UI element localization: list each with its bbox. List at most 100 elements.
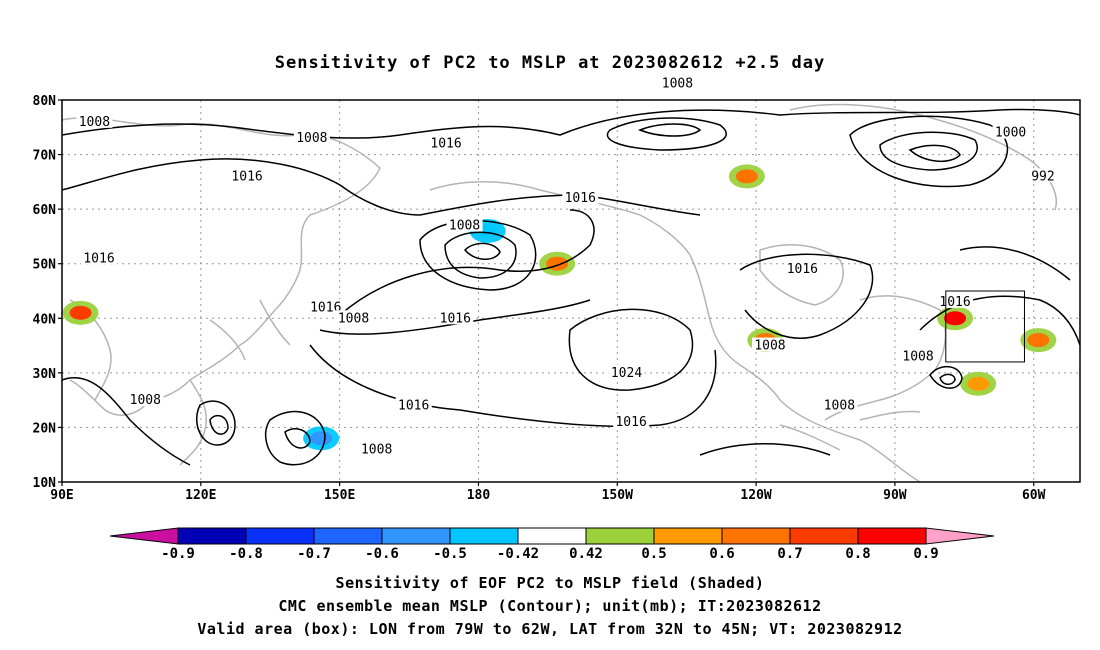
contour-label-bg	[335, 310, 372, 325]
lon-tick-label: 180	[467, 488, 491, 503]
contour-label-bg	[127, 392, 164, 407]
colorbar-label: -0.8	[229, 546, 263, 562]
caption-line-3: Valid area (box): LON from 79W to 62W, L…	[197, 620, 902, 638]
colorbar-label: 0.9	[913, 546, 938, 562]
colorbar-cell	[313, 527, 383, 545]
contour-label: 1008	[338, 311, 369, 326]
low-greenland-inner	[908, 144, 961, 162]
low-atlantic-tc	[929, 366, 963, 389]
lon-tick-label: 120W	[740, 488, 771, 503]
contour-label: 1016	[398, 399, 429, 414]
contour-label-bg	[437, 310, 474, 325]
contour-label: 1008	[449, 219, 480, 234]
low-wpac-1	[195, 400, 236, 446]
colorbar-label: 0.5	[641, 546, 666, 562]
colorbar-max-arrow	[925, 527, 995, 545]
lat-tick-label: 20N	[33, 421, 57, 436]
contour-1008-tropics	[61, 377, 831, 466]
longitude-tick-labels: 90E 120E 150E 180 150W 120W 90W 60W	[50, 482, 1046, 503]
colorbar-cell	[585, 527, 655, 545]
lat-tick-label: 70N	[33, 149, 57, 164]
contour-label-bg	[293, 130, 330, 145]
sensitivity-patch-core	[967, 376, 990, 391]
contour-label: 1008	[296, 131, 327, 146]
colorbar-cell	[721, 527, 791, 545]
colorbar-cell	[449, 527, 519, 545]
contour-label: 1008	[361, 442, 392, 457]
figure-title: Sensitivity of PC2 to MSLP at 2023082612…	[275, 53, 826, 73]
contour-label-bg	[428, 135, 465, 150]
lon-tick-label: 60W	[1022, 488, 1046, 503]
low-aleutian-mid	[444, 231, 517, 279]
caption-line-2: CMC ensemble mean MSLP (Contour); unit(m…	[278, 597, 821, 615]
valid-area-box	[945, 290, 1025, 363]
low-wpac-1-inner	[209, 414, 229, 435]
contour-label: 1008	[754, 339, 785, 354]
colorbar-cell	[177, 527, 247, 545]
colorbar-cell	[653, 527, 723, 545]
contour-label: 1016	[310, 300, 341, 315]
colorbar-label: -0.5	[433, 546, 467, 562]
colorbar-label: 0.6	[709, 546, 734, 562]
contour-label-bg	[395, 397, 432, 412]
colorbar-label: -0.6	[365, 546, 399, 562]
contour-label: 1016	[83, 251, 114, 266]
contour-label: 1008	[902, 349, 933, 364]
colorbar-min-arrow	[109, 527, 179, 545]
sensitivity-patch-core	[69, 305, 92, 320]
low-greenland-mid	[879, 131, 978, 171]
lat-tick-label: 80N	[33, 94, 57, 109]
lat-tick-label: 30N	[33, 367, 57, 382]
colorbar-label: 0.7	[777, 546, 802, 562]
contour-label-bg	[1028, 168, 1057, 183]
contour-label: 1016	[787, 262, 818, 277]
contour-label-bg	[446, 217, 483, 232]
caribbean-coastline	[779, 410, 921, 451]
contour-1016-south	[309, 344, 717, 428]
low-pacific-north-inner	[637, 123, 702, 137]
contour-label: 1008	[824, 399, 855, 414]
sensitivity-patch-core	[310, 431, 333, 446]
lat-tick-label: 40N	[33, 312, 57, 327]
lon-tick-label: 90E	[50, 488, 73, 503]
colorbar-label: 0.8	[845, 546, 870, 562]
contour-label-bg	[608, 364, 645, 379]
caption-line-1: Sensitivity of EOF PC2 to MSLP field (Sh…	[336, 574, 765, 592]
contour-label: 1016	[231, 169, 262, 184]
contour-label: 1016	[440, 311, 471, 326]
contour-label: 1016	[939, 295, 970, 310]
contour-north	[61, 108, 1081, 139]
colorbar-cell	[517, 527, 587, 545]
sensitivity-patch-core	[944, 311, 967, 326]
lon-tick-label: 120E	[185, 488, 216, 503]
lat-tick-label: 60N	[33, 203, 57, 218]
contour-labels: 1008100810161008101610009921008101610161…	[76, 75, 1057, 457]
map-background	[62, 100, 1080, 482]
contour-label: 1024	[611, 366, 642, 381]
contour-label-bg	[821, 397, 858, 412]
contour-label: 1016	[430, 137, 461, 152]
colorbar-label: -0.7	[297, 546, 331, 562]
contour-label-bg	[900, 348, 937, 363]
contour-1016-subtrop	[319, 299, 591, 335]
map-plot-area: 1008100810161008101610009921008101610161…	[61, 75, 1081, 483]
north-america-west-coastline	[689, 254, 921, 483]
lon-tick-label: 150E	[324, 488, 355, 503]
low-wpac-2-inner	[284, 428, 311, 449]
contour-label: 992	[1031, 169, 1054, 184]
lon-tick-label: 90W	[883, 488, 907, 503]
contour-1016-pacific	[339, 209, 595, 316]
lat-tick-label: 10N	[33, 476, 57, 491]
colorbar-cell	[245, 527, 315, 545]
contour-label-bg	[992, 124, 1029, 139]
map-frame	[61, 99, 1081, 483]
contour-label: 1016	[565, 191, 596, 206]
contour-label: 1008	[662, 77, 693, 92]
contour-label-bg	[307, 299, 344, 314]
contour-label-bg	[229, 168, 266, 183]
contour-label-bg	[751, 337, 788, 352]
contour-label-bg	[76, 113, 113, 128]
colorbar-labels: -0.9 -0.8 -0.7 -0.6 -0.5 -0.42 0.42 0.5 0.6 0.7 0.…	[161, 546, 939, 562]
colorbar-label: -0.42	[497, 546, 539, 562]
